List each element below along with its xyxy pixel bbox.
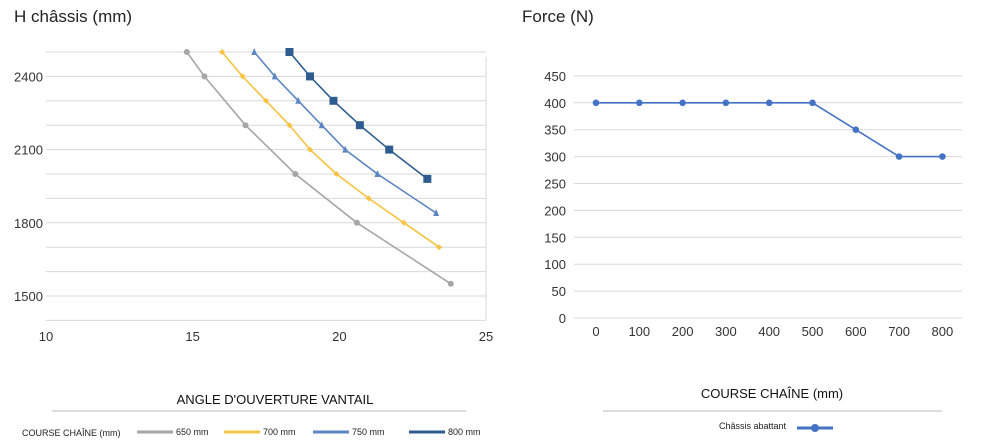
- left-legend-title: COURSE CHAÎNE (mm): [22, 428, 121, 438]
- right-x-tick-label: 700: [888, 324, 910, 339]
- right-legend: Châssis abattant: [719, 421, 833, 432]
- left-legend-label: 650 mm: [176, 427, 209, 437]
- left-legend-label: 750 mm: [352, 427, 385, 437]
- left-y-axis: 1500 1800 2100 2400: [14, 69, 43, 304]
- left-x-tick-label: 20: [332, 329, 346, 344]
- left-data-point: [271, 72, 278, 80]
- left-data-point: [342, 145, 349, 153]
- left-data-point: [285, 48, 294, 56]
- right-data-point: [852, 126, 860, 133]
- left-data-point: [329, 96, 338, 105]
- left-data-point: [306, 72, 314, 81]
- right-x-tick-label: 600: [845, 324, 867, 339]
- left-data-point: [423, 174, 432, 183]
- right-data-point: [895, 153, 903, 160]
- left-x-axis-title: ANGLE D'OUVERTURE VANTAIL: [177, 392, 374, 407]
- right-x-tick-label: 100: [628, 324, 650, 339]
- left-chart: H châssis (mm) 1500 1800 2100 2400 10 15 20 25…: [14, 7, 493, 438]
- left-data-point: [292, 171, 299, 177]
- right-data-point: [939, 153, 946, 160]
- left-data-point: [295, 96, 302, 104]
- right-data-point: [592, 99, 600, 107]
- left-y-tick-label: 2400: [14, 69, 43, 84]
- right-legend-marker: [811, 424, 819, 432]
- right-legend-label: Châssis abattant: [719, 421, 787, 431]
- left-x-axis: 10 15 20 25: [39, 329, 493, 344]
- left-data-point: [436, 244, 443, 251]
- right-x-tick-label: 200: [672, 324, 694, 339]
- right-y-tick-label: 100: [544, 257, 566, 272]
- left-data-point: [447, 280, 454, 287]
- right-x-axis: 0 100 200 300 400 500 600 700 800: [592, 324, 953, 339]
- left-data-point: [239, 73, 246, 80]
- left-data-point: [355, 121, 364, 130]
- right-data-point: [722, 99, 730, 107]
- left-grid: [46, 51, 487, 321]
- left-chart-title: H châssis (mm): [14, 7, 132, 26]
- right-y-tick-label: 450: [544, 69, 566, 84]
- left-series-group: [183, 48, 454, 287]
- right-y-axis: 0 50 100 150 200 250 300 350 400 450: [544, 69, 566, 326]
- right-y-tick-label: 50: [552, 284, 566, 299]
- right-y-tick-label: 300: [544, 150, 566, 165]
- right-data-point: [679, 99, 686, 107]
- left-data-point: [400, 219, 407, 226]
- right-x-tick-label: 400: [758, 324, 780, 339]
- right-y-tick-label: 250: [544, 177, 566, 192]
- left-series-line: [186, 51, 452, 285]
- left-data-point: [374, 170, 381, 177]
- right-x-tick-label: 800: [932, 324, 954, 339]
- left-legend-label: 700 mm: [263, 427, 296, 437]
- right-y-tick-label: 350: [544, 123, 566, 138]
- right-y-tick-label: 400: [544, 96, 566, 111]
- left-data-point: [307, 146, 313, 153]
- right-y-tick-label: 0: [559, 311, 566, 326]
- right-series-group: [592, 99, 946, 160]
- right-x-tick-label: 500: [802, 324, 824, 339]
- left-y-tick-label: 1800: [14, 216, 43, 231]
- left-x-tick-label: 15: [185, 329, 199, 344]
- right-grid: [574, 75, 962, 319]
- left-data-point: [433, 209, 440, 217]
- right-y-tick-label: 200: [544, 203, 566, 218]
- left-data-point: [365, 195, 372, 202]
- right-y-tick-label: 150: [544, 230, 566, 245]
- left-data-point: [251, 48, 258, 55]
- left-data-point: [385, 145, 394, 154]
- right-chart: Force (N) 0 50 100 150 200 250 300 350 400 450 0 1…: [522, 7, 962, 432]
- left-y-tick-label: 1500: [14, 289, 43, 304]
- right-x-tick-label: 0: [592, 324, 599, 339]
- right-x-tick-label: 300: [715, 324, 737, 339]
- left-y-tick-label: 2100: [14, 143, 43, 158]
- right-chart-title: Force (N): [522, 7, 594, 26]
- left-data-point: [219, 49, 225, 55]
- right-data-point: [809, 99, 816, 107]
- left-data-point: [353, 219, 360, 226]
- right-data-point: [765, 99, 773, 107]
- left-data-point: [286, 122, 293, 129]
- left-data-point: [183, 49, 190, 55]
- left-x-tick-label: 10: [39, 329, 53, 344]
- left-data-point: [333, 171, 340, 177]
- left-data-point: [318, 121, 325, 129]
- left-data-point: [263, 97, 269, 104]
- left-series-line: [288, 51, 428, 180]
- right-data-point: [636, 99, 643, 107]
- left-data-point: [242, 122, 249, 129]
- left-x-tick-label: 25: [479, 329, 493, 344]
- left-legend-label: 800 mm: [448, 427, 481, 437]
- right-x-axis-title: COURSE CHAÎNE (mm): [701, 386, 843, 401]
- left-legend: COURSE CHAÎNE (mm) 650 mm 700 mm 750 mm 800…: [22, 427, 481, 438]
- left-data-point: [201, 73, 208, 80]
